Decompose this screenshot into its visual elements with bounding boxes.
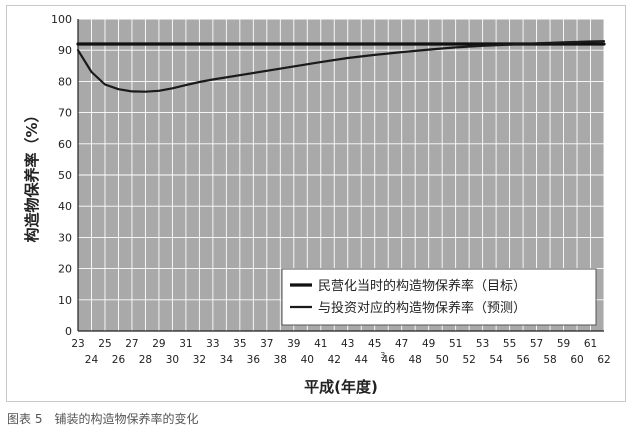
x-tick-label: 34: [220, 354, 234, 366]
series-line: [76, 40, 606, 93]
x-tick-label: 37: [260, 338, 273, 350]
x-tick-label: 36: [247, 354, 261, 366]
footnote-marker: 3: [380, 351, 385, 360]
x-tick-label: 43: [341, 338, 354, 350]
y-tick-label: 80: [58, 75, 72, 88]
y-tick-label: 60: [58, 138, 72, 151]
x-tick-label: 28: [139, 354, 152, 366]
figure-frame: 0 10 20 30 40 50 60 70 80 90 100 23 25 27 29 31 33 35 37 39…: [6, 5, 626, 402]
x-tick-label: 53: [476, 338, 489, 350]
x-tick-label: 54: [489, 354, 503, 366]
x-tick-label: 59: [557, 338, 570, 350]
x-tick-label: 56: [516, 354, 530, 366]
x-tick-label: 24: [85, 354, 99, 366]
legend-label: 民营化当时的构造物保养率（目标）: [318, 278, 526, 294]
x-tick-label: 58: [543, 354, 556, 366]
x-tick-label: 27: [125, 338, 138, 350]
x-tick-label: 40: [301, 354, 314, 366]
y-tick-label: 0: [65, 325, 72, 338]
x-tick-label: 35: [233, 338, 246, 350]
x-tick-label: 55: [503, 338, 516, 350]
x-tick-label: 48: [408, 354, 421, 366]
line-chart: 0 10 20 30 40 50 60 70 80 90 100 23 25 27 29 31 33 35 37 39…: [23, 13, 611, 396]
x-tick-label: 38: [274, 354, 287, 366]
x-tick-label: 30: [166, 354, 179, 366]
x-tick-label: 42: [328, 354, 341, 366]
x-tick-label: 23: [71, 338, 84, 350]
figure-caption: 图表 5 铺装的构造物保养率的变化: [7, 412, 199, 426]
x-tick-label: 46: [382, 354, 396, 366]
x-tick-label: 47: [395, 338, 408, 350]
x-tick-label: 31: [179, 338, 192, 350]
x-tick-label: 61: [584, 338, 597, 350]
x-tick-label: 26: [112, 354, 126, 366]
x-tick-label: 51: [449, 338, 462, 350]
y-tick-label: 10: [58, 294, 72, 307]
y-tick-label: 30: [58, 231, 72, 244]
x-tick-label: 49: [422, 338, 435, 350]
x-tick-label: 50: [435, 354, 448, 366]
y-tick-label: 90: [58, 44, 72, 57]
x-tick-label: 32: [193, 354, 206, 366]
x-tick-label: 45: [368, 338, 381, 350]
y-tick-label: 20: [58, 263, 72, 276]
x-tick-label: 52: [462, 354, 475, 366]
y-tick-label: 40: [58, 200, 72, 213]
x-axis-title: 平成(年度): [304, 378, 378, 396]
x-tick-label: 25: [98, 338, 111, 350]
x-tick-label: 33: [206, 338, 219, 350]
y-tick-label: 50: [58, 169, 72, 182]
x-tick-label: 62: [597, 354, 610, 366]
x-tick-label: 41: [314, 338, 327, 350]
y-axis-title: 构造物保养率（%）: [23, 107, 41, 242]
x-tick-label: 29: [152, 338, 165, 350]
legend-label: 与投资对应的构造物保养率（预测）: [318, 300, 526, 316]
legend-box: [281, 268, 597, 326]
y-tick-label: 100: [51, 13, 72, 26]
y-tick-label: 70: [58, 107, 72, 120]
x-tick-label: 44: [355, 354, 369, 366]
x-tick-label: 39: [287, 338, 300, 350]
x-tick-label: 57: [530, 338, 543, 350]
x-tick-label: 60: [570, 354, 583, 366]
